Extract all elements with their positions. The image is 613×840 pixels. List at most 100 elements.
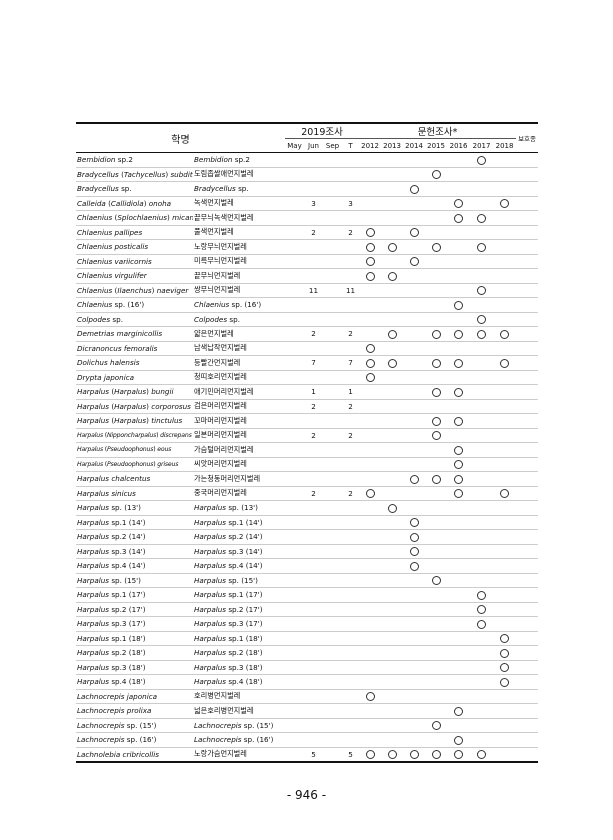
- cell-2015: [425, 413, 448, 429]
- cell-t: 7: [342, 355, 360, 371]
- cell-sep: [323, 616, 342, 632]
- cell-2012: [359, 341, 382, 356]
- cell-2012: [359, 500, 382, 516]
- cell-2012: [359, 732, 382, 748]
- cell-t: [342, 210, 360, 226]
- record-circle-icon: [477, 605, 487, 614]
- cell-may: [285, 254, 304, 269]
- cell-protected: [516, 399, 539, 414]
- name-segment: 애기민머리먼지벌레: [194, 386, 254, 396]
- cell-may: [285, 399, 304, 414]
- name-segment: 끝무늬먼지벌레: [194, 270, 241, 280]
- cell-2017: [470, 486, 494, 501]
- scientific-name: Dolichus halensis: [76, 355, 193, 371]
- scientific-name: Harpalus (Nipponcharpalus) discrepans: [76, 428, 193, 443]
- cell-2014: [403, 732, 426, 748]
- table-row: Bembidion sp.2 Bembidion sp.2: [76, 152, 539, 168]
- cell-2018: [493, 471, 517, 487]
- table-row: Harpalus sp.3 (17') Harpalus sp.3 (17'): [76, 616, 539, 632]
- table-row: Chlaenius variicornis 미륵무늬먼지벌레: [76, 254, 539, 269]
- cell-may: [285, 471, 304, 487]
- cell-2015: [425, 500, 448, 516]
- cell-2018: [493, 674, 517, 690]
- cell-2017: [470, 326, 494, 342]
- name-segment: sp. (16'): [112, 300, 145, 310]
- cell-t: [342, 587, 360, 603]
- name-segment: Harpalus: [77, 648, 110, 658]
- record-circle-icon: [409, 474, 419, 484]
- name-segment: Callidiola: [110, 198, 144, 208]
- cell-2013: [381, 384, 404, 400]
- cell-2015: [425, 631, 448, 646]
- cell-2016: [447, 631, 471, 646]
- korean-name: 가는청동머리먼지벌레: [193, 471, 285, 487]
- table-row: Harpalus (Pseudoophonus) eous 가슴털머리먼지벌레: [76, 442, 539, 458]
- cell-t: [342, 631, 360, 646]
- protected-species-header: 보호종: [516, 122, 539, 153]
- cell-sep: [323, 587, 342, 603]
- name-segment: Chlaenius: [194, 300, 230, 310]
- cell-2012: [359, 587, 382, 603]
- cell-may: [285, 210, 304, 226]
- cell-2014: [403, 283, 426, 298]
- record-circle-icon: [409, 518, 419, 527]
- cell-2018: [493, 747, 517, 763]
- record-circle-icon: [431, 431, 441, 440]
- korean-name: 노랑무늬먼지벌레: [193, 239, 285, 255]
- cell-jun: [304, 602, 323, 617]
- cell-may: [285, 602, 304, 617]
- name-segment: Harpalus: [77, 446, 103, 454]
- cell-2015: [425, 645, 448, 661]
- record-circle-icon: [387, 329, 397, 339]
- cell-2017: [470, 573, 494, 588]
- cell-protected: [516, 602, 539, 617]
- korean-name: Harpalus sp.2 (17'): [193, 602, 285, 617]
- cell-may: [285, 355, 304, 371]
- record-circle-icon: [454, 358, 464, 368]
- cell-t: [342, 152, 360, 168]
- name-segment: Chlaenius: [77, 285, 113, 295]
- cell-2012: [359, 689, 382, 704]
- cell-t: 1: [342, 384, 360, 400]
- cell-2017: [470, 718, 494, 733]
- cell-2015: [425, 312, 448, 327]
- cell-2017: [470, 515, 494, 530]
- record-circle-icon: [387, 503, 397, 513]
- name-segment: sp.3 (17'): [226, 619, 263, 629]
- name-segment: 중국머리먼지벌레: [194, 488, 247, 498]
- table-row: Harpalus sp.2 (14') Harpalus sp.2 (14'): [76, 529, 539, 545]
- cell-2017: [470, 732, 494, 748]
- cell-t: [342, 239, 360, 255]
- cell-2012: [359, 225, 382, 240]
- cell-t: [342, 500, 360, 516]
- name-segment: Pseudoophonus: [106, 446, 154, 454]
- name-segment: sp.: [110, 314, 123, 324]
- cell-protected: [516, 471, 539, 487]
- cell-2016: [447, 341, 471, 356]
- cell-2017: [470, 268, 494, 284]
- cell-jun: [304, 181, 323, 197]
- cell-2015: [425, 616, 448, 632]
- cell-jun: [304, 239, 323, 255]
- cell-2018: [493, 616, 517, 632]
- cell-2017: [470, 529, 494, 545]
- cell-2013: [381, 167, 404, 182]
- cell-2018: [493, 428, 517, 443]
- name-segment: Dicranoncus femoralis: [77, 343, 158, 353]
- korean-name: Chlaenius sp. (16'): [193, 297, 285, 313]
- cell-2016: [447, 674, 471, 690]
- cell-2018: [493, 297, 517, 313]
- cell-2013: [381, 312, 404, 327]
- cell-2013: [381, 471, 404, 487]
- cell-2014: [403, 631, 426, 646]
- cell-2018: [493, 732, 517, 748]
- scientific-name: Chlaenius (Splochlaenius) micans: [76, 210, 193, 226]
- cell-jun: [304, 341, 323, 356]
- cell-t: [342, 370, 360, 385]
- table-row: Harpalus sp.4 (18') Harpalus sp.4 (18'): [76, 674, 539, 690]
- name-segment: Nipponcharpalus: [106, 431, 157, 439]
- scientific-name: Harpalus sp. (15'): [76, 573, 193, 588]
- cell-2015: [425, 283, 448, 298]
- cell-jun: [304, 631, 323, 646]
- cell-jun: 2: [304, 486, 323, 501]
